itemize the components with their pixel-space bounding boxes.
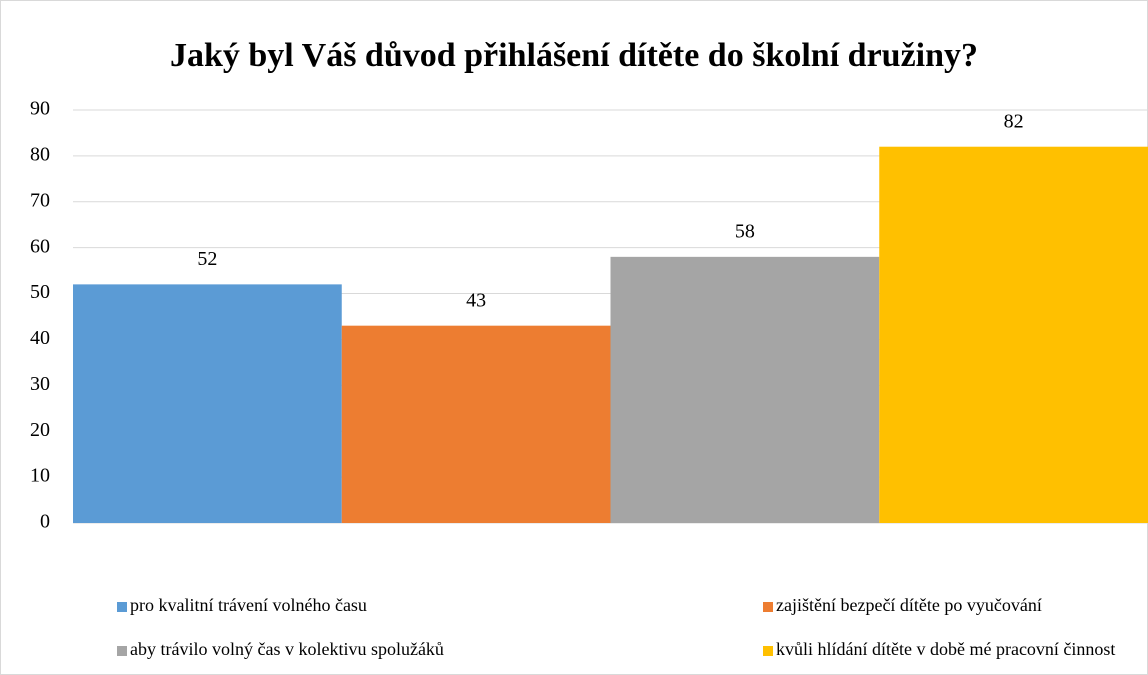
legend-label: zajištění bezpečí dítěte po vyučování <box>776 595 1042 615</box>
y-tick-label: 40 <box>30 327 50 349</box>
y-tick-label: 60 <box>30 235 50 257</box>
legend-label: aby trávilo volný čas v kolektivu spoluž… <box>130 639 444 659</box>
legend-swatch <box>763 602 773 612</box>
y-tick-label: 20 <box>30 419 50 441</box>
legend-swatch <box>117 602 127 612</box>
legend-label: kvůli hlídání dítěte v době mé pracovní … <box>776 639 1115 659</box>
y-tick-label: 10 <box>30 465 50 487</box>
bar <box>879 146 1148 523</box>
y-tick-label: 70 <box>30 189 50 211</box>
legend-swatch <box>763 646 773 656</box>
y-tick-label: 0 <box>40 511 50 533</box>
bar <box>610 256 880 523</box>
data-label: 43 <box>466 289 486 311</box>
data-label: 82 <box>1004 110 1024 132</box>
data-label: 52 <box>197 248 217 270</box>
legend-label: pro kvalitní trávení volného času <box>130 595 367 615</box>
chart-title: Jaký byl Váš důvod přihlášení dítěte do … <box>170 37 978 74</box>
y-tick-label: 30 <box>30 373 50 395</box>
y-tick-label: 80 <box>30 143 50 165</box>
data-label: 58 <box>735 220 755 242</box>
y-tick-label: 90 <box>30 98 50 120</box>
bar <box>341 325 611 523</box>
y-tick-label: 50 <box>30 281 50 303</box>
legend-swatch <box>117 646 127 656</box>
bar <box>73 284 342 523</box>
